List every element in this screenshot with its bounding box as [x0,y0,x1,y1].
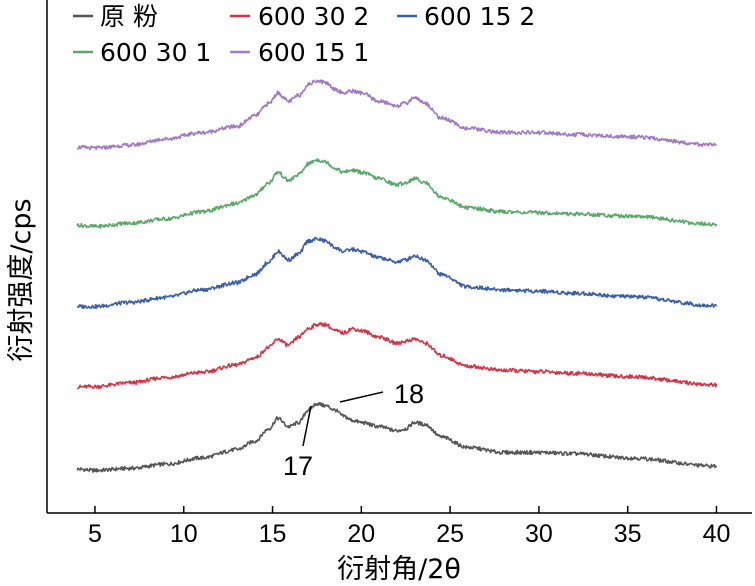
legend: 原 粉 600 30 2 600 15 2 600 30 1 600 15 1 [73,2,535,67]
legend-label-3: 600 30 1 [100,38,211,67]
annotation-leader-18 [339,391,384,403]
annotation-leader-17 [302,405,312,447]
series-line-4 [76,79,717,151]
annotation-label-18: 18 [394,379,424,409]
series-line-1 [76,321,718,390]
annotation-group: 17 18 [283,379,424,481]
legend-label-1: 600 30 2 [258,2,369,31]
x-tick-label-20: 20 [347,520,375,548]
y-axis-title: 衍射强度/cps [6,198,37,361]
x-tick-label-30: 30 [525,520,553,548]
x-tick-label-40: 40 [703,520,731,548]
legend-label-4: 600 15 1 [258,38,369,67]
x-tick-label-10: 10 [170,520,198,548]
series-line-2 [76,236,718,310]
annotation-label-17: 17 [283,451,313,481]
x-tick-label-35: 35 [614,520,642,548]
x-ticks: 5 10 15 20 25 30 35 40 [88,506,730,548]
x-axis-title: 衍射角/2θ [337,554,461,585]
legend-label-2: 600 15 2 [424,2,535,31]
series-group [76,79,718,473]
x-tick-label-25: 25 [436,520,464,548]
x-tick-label-15: 15 [259,520,287,548]
x-tick-label-5: 5 [88,520,102,548]
series-line-0 [76,402,718,473]
legend-label-0: 原 粉 [100,2,158,31]
series-line-3 [76,158,718,229]
